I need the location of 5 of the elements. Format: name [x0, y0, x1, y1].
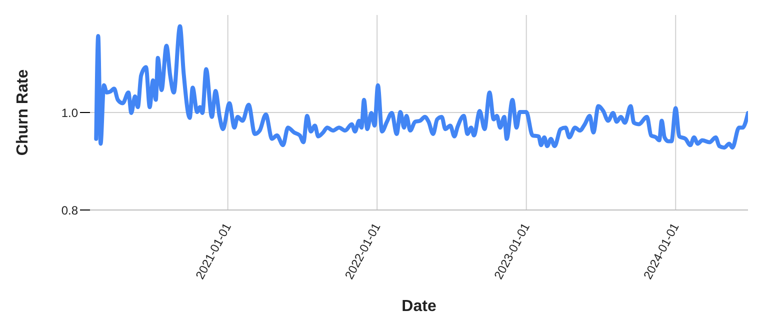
line-series [94, 24, 748, 150]
x-axis-title: Date [402, 298, 436, 315]
y-tick-label: 1.0 [61, 106, 78, 120]
y-tick-label: 0.8 [61, 203, 78, 218]
y-axis-title: Churn Rate [14, 69, 32, 156]
